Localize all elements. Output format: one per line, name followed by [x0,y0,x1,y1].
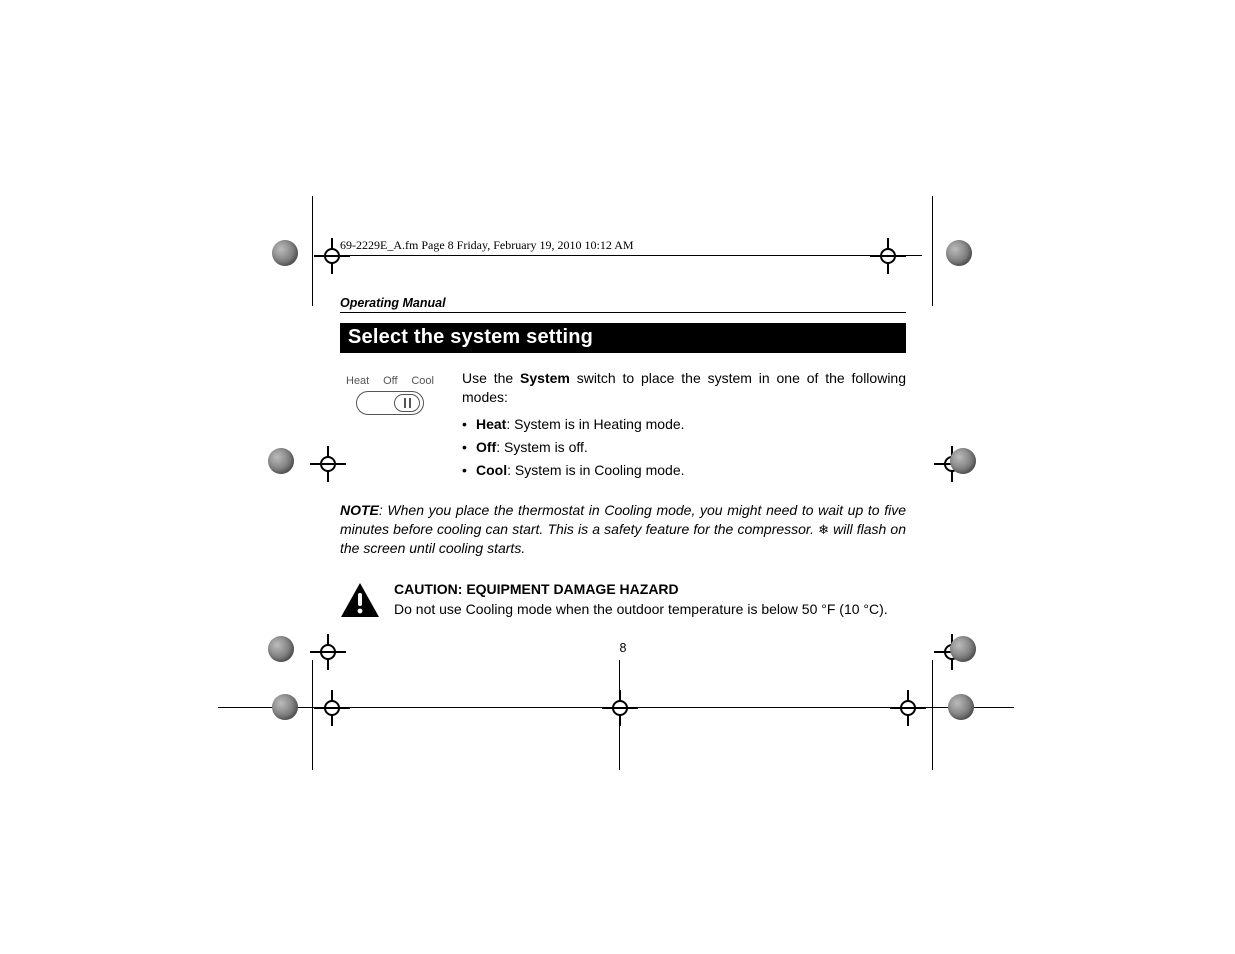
file-path-header: 69-2229E_A.fm Page 8 Friday, February 19… [328,238,918,256]
mode-desc: : System is in Cooling mode. [507,462,684,478]
intro-paragraph: Use the System switch to place the syste… [462,369,906,407]
snowflake-icon: ❄ [818,521,829,539]
mode-name: Heat [476,416,506,432]
switch-track [356,391,424,415]
caution-block: CAUTION: EQUIPMENT DAMAGE HAZARD Do not … [340,580,906,619]
header-rule [340,312,906,313]
section-heading: Select the system setting [340,323,906,353]
page-number: 8 [340,641,906,655]
mode-item-heat: Heat: System is in Heating mode. [462,415,906,434]
switch-label-cool: Cool [411,375,434,387]
mode-desc: : System is in Heating mode. [506,416,684,432]
caution-heading: CAUTION: EQUIPMENT DAMAGE HAZARD [394,580,888,600]
switch-label-off: Off [383,375,397,387]
note-lead: NOTE [340,502,379,518]
intro-pre: Use the [462,370,520,386]
manual-page: 69-2229E_A.fm Page 8 Friday, February 19… [340,238,906,648]
mode-item-off: Off: System is off. [462,438,906,457]
body-text: Use the System switch to place the syste… [462,369,906,483]
system-switch-figure: Heat Off Cool [340,369,440,483]
mode-list: Heat: System is in Heating mode. Off: Sy… [462,415,906,480]
switch-label-heat: Heat [346,375,369,387]
mode-name: Cool [476,462,507,478]
document-canvas: 69-2229E_A.fm Page 8 Friday, February 19… [0,0,1235,954]
mode-desc: : System is off. [496,439,588,455]
caution-body: Do not use Cooling mode when the outdoor… [394,600,888,620]
mode-item-cool: Cool: System is in Cooling mode. [462,461,906,480]
switch-knob [394,394,420,412]
intro-bold: System [520,370,570,386]
mode-name: Off [476,439,496,455]
running-header: Operating Manual [340,296,906,310]
note-paragraph: NOTE: When you place the thermostat in C… [340,501,906,558]
warning-triangle-icon [340,582,380,618]
